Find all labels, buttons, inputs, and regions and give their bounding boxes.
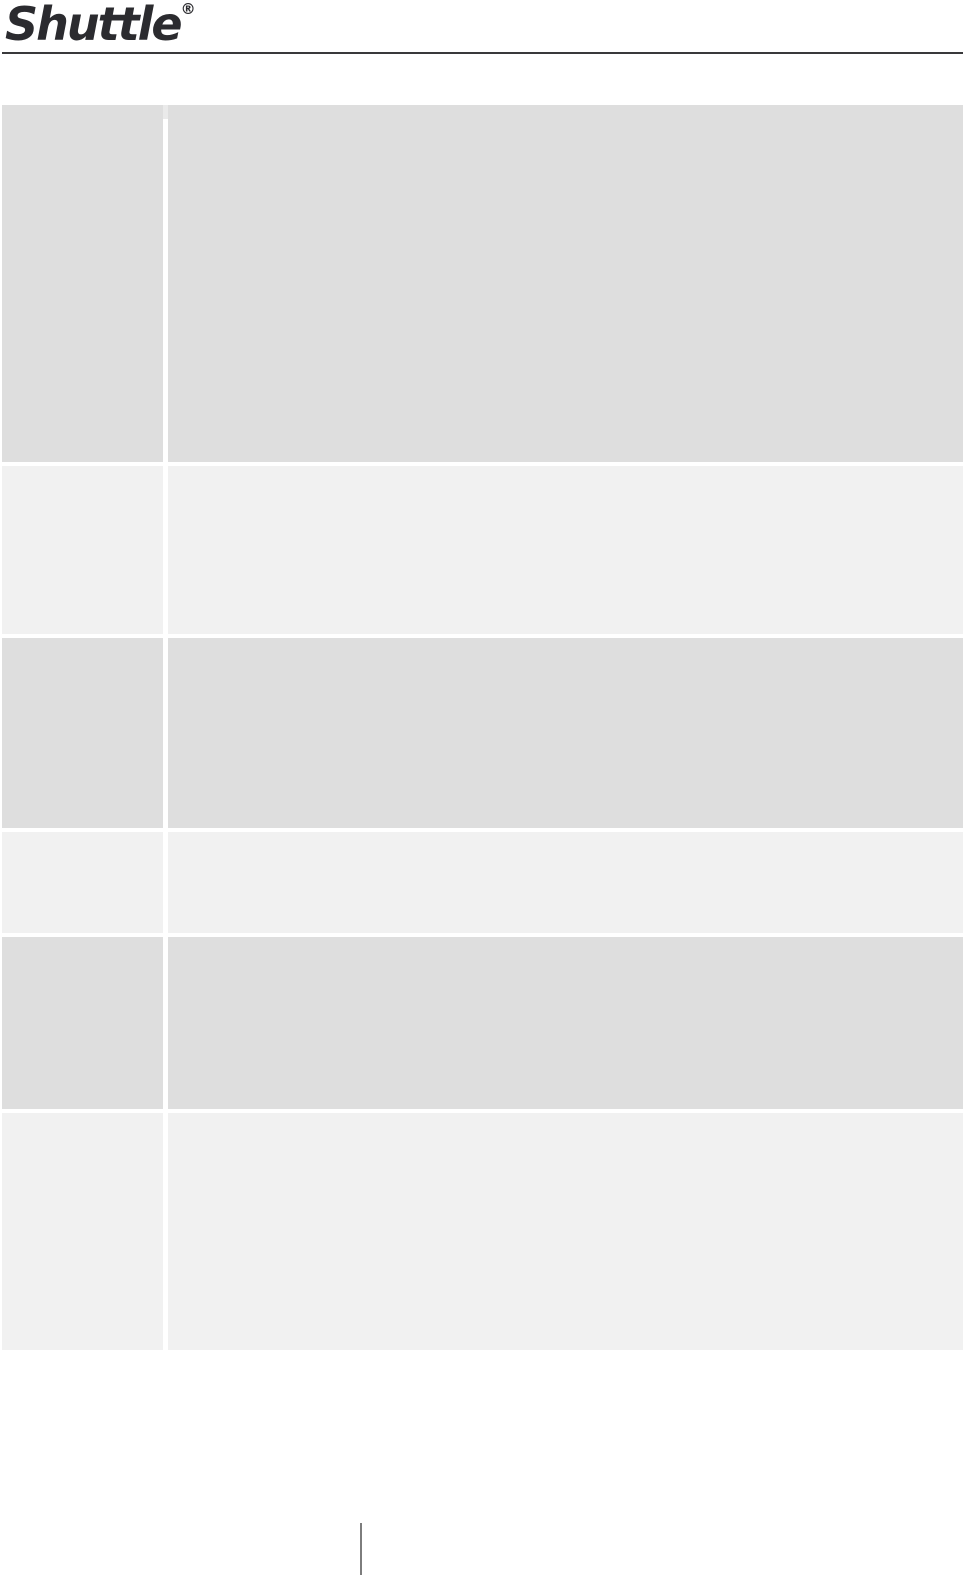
gutter-notch	[163, 105, 168, 119]
header-divider	[2, 52, 963, 54]
logo-text: Shuttle	[5, 0, 183, 51]
row-content-cell	[168, 1113, 963, 1350]
brand-logo: Shuttle®	[5, 0, 196, 48]
row-label-cell	[2, 105, 163, 462]
row-label-cell	[2, 832, 163, 933]
row-content-cell	[168, 638, 963, 828]
row-content-cell	[168, 937, 963, 1109]
spec-table	[2, 105, 963, 1354]
row-label-cell	[2, 1113, 163, 1350]
table-row	[2, 638, 963, 828]
column-gutter	[163, 832, 168, 933]
registered-trademark-mark: ®	[180, 0, 196, 18]
footer-divider	[360, 1523, 362, 1575]
column-gutter	[163, 638, 168, 828]
row-content-cell	[168, 832, 963, 933]
table-row	[2, 832, 963, 933]
row-content-cell	[168, 466, 963, 634]
table-row	[2, 937, 963, 1109]
column-gutter	[163, 937, 168, 1109]
column-gutter	[163, 1113, 168, 1350]
row-label-cell	[2, 638, 163, 828]
table-row	[2, 466, 963, 634]
row-label-cell	[2, 937, 163, 1109]
row-content-cell	[168, 105, 963, 462]
column-gutter	[163, 466, 168, 634]
table-row	[2, 105, 963, 462]
row-label-cell	[2, 466, 163, 634]
table-row	[2, 1113, 963, 1350]
column-gutter	[163, 105, 168, 462]
